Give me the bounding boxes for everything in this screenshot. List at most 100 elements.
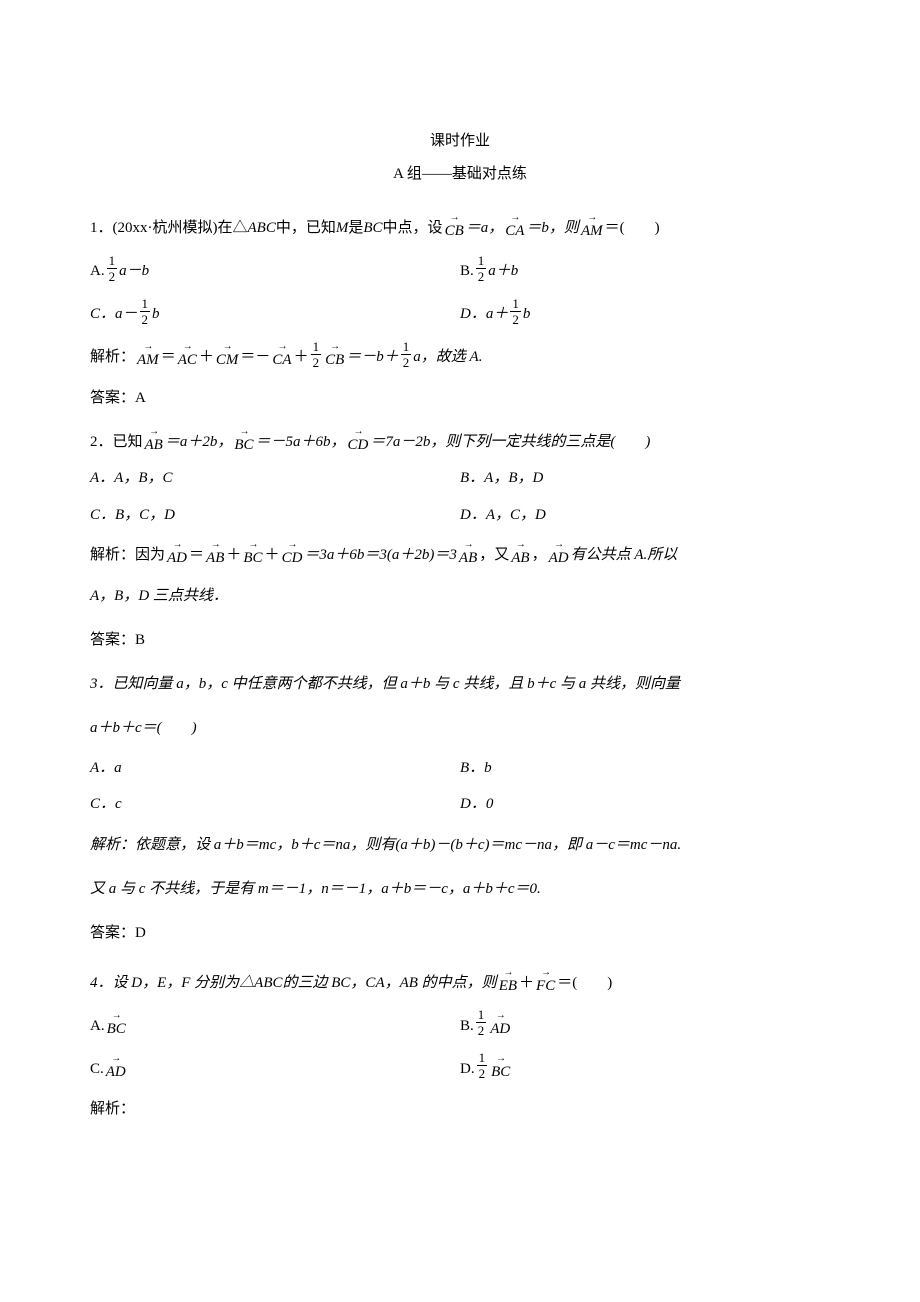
- q4-stem: 4．设 D，E，F 分别为△ ABC 的三边 BC，CA，AB 的中点，则 →E…: [90, 968, 830, 995]
- q2-sol-p2: ＋: [265, 544, 280, 567]
- q4-optA: A. →BC: [90, 1008, 460, 1037]
- sol-eq2: ＝－: [240, 346, 270, 369]
- q2-options-ab: A．A，B，C B．A，B，D: [90, 467, 830, 490]
- q1-bc: BC: [363, 217, 382, 240]
- q4-optB-frac: 12: [476, 1008, 487, 1037]
- q1-abc: ABC: [248, 217, 276, 240]
- vec-cd: →CD: [348, 427, 369, 454]
- optA-post: a－b: [119, 260, 149, 283]
- q2-solution: 解析：因为 →AD ＝ →AB ＋ →BC ＋ →CD ＝3a＋6b＝3(a＋2…: [90, 540, 830, 567]
- optA-pre: A.: [90, 260, 105, 283]
- q2-sol-ab: →AB: [206, 540, 224, 567]
- q4-optB-pre: B.: [460, 1015, 474, 1038]
- vec-ca: →CA: [505, 213, 524, 240]
- optC-pre: C．a－: [90, 303, 138, 326]
- vec-ab: →AB: [145, 427, 163, 454]
- sol-cm: →CM: [216, 342, 239, 369]
- q1-optA: A. 12 a－b: [90, 254, 460, 283]
- q4-optD-frac: 12: [477, 1051, 488, 1080]
- q4-optB-vec: →AD: [490, 1011, 510, 1038]
- q1-t3: 是: [348, 217, 363, 240]
- optB-post: a＋b: [488, 260, 518, 283]
- sol-f1: 12: [311, 340, 322, 369]
- q1-solution: 解析： →AM ＝ →AC ＋ →CM ＝－ →CA ＋ 12 →CB ＝－b＋…: [90, 340, 830, 369]
- sol-ac: →AC: [178, 342, 197, 369]
- q3-sol2: 又 a 与 c 不共线，于是有 m＝－1，n＝－1，a＋b＝－c，a＋b＋c＝0…: [90, 874, 830, 904]
- q1-eqa: ＝a，: [466, 217, 504, 240]
- q1-eqp: ＝( ): [605, 217, 660, 240]
- q2-sol-c2: ，: [532, 544, 547, 567]
- q1-optB: B. 12 a＋b: [460, 254, 830, 283]
- q2-sol-tail: 有公共点 A.所以: [571, 544, 678, 567]
- q2-sol-c1: ，又: [479, 544, 509, 567]
- sol-post: a，故选 A.: [413, 346, 482, 369]
- optB-pre: B.: [460, 260, 474, 283]
- q2-sol-ad2: →AD: [549, 540, 569, 567]
- sol-f2: 12: [401, 340, 412, 369]
- vec-cb: →CB: [445, 213, 464, 240]
- vec-am: →AM: [581, 213, 603, 240]
- optD-pre: D．a＋: [460, 303, 508, 326]
- q2-sol-ab2: →AB: [459, 540, 477, 567]
- q3-optC: C．c: [90, 793, 460, 816]
- q2-solpre: 解析：因为: [90, 544, 165, 567]
- q1-answer: 答案：A: [90, 383, 830, 413]
- q4-eqp: ＝( ): [557, 972, 612, 995]
- q4-options-ab: A. →BC B. 12 →AD: [90, 1008, 830, 1037]
- q3-optA: A．a: [90, 757, 460, 780]
- sol-pre: 解析：: [90, 346, 135, 369]
- page-title: 课时作业: [90, 130, 830, 153]
- q3-optD: D．0: [460, 793, 830, 816]
- q4-optC-pre: C.: [90, 1058, 104, 1081]
- optB-frac: 12: [476, 254, 487, 283]
- q4-optA-pre: A.: [90, 1015, 105, 1038]
- q4-optC: C. →AD: [90, 1051, 460, 1080]
- q2-stem: 2．已知 →AB ＝a＋2b， →BC ＝－5a＋6b， →CD ＝7a－2b，…: [90, 427, 830, 454]
- q4-optB: B. 12 →AD: [460, 1008, 830, 1037]
- q2-pre: 2．已知: [90, 431, 143, 454]
- q1-t4: 中点，设: [383, 217, 443, 240]
- q4-optD-vec: →BC: [491, 1054, 510, 1081]
- q4-plus: ＋: [519, 972, 534, 995]
- q2-cdv: ＝7a－2b，则下列一定共线的三点是( ): [370, 431, 650, 454]
- page-subtitle: A 组——基础对点练: [90, 163, 830, 186]
- sol-p: ＋: [199, 346, 214, 369]
- q4-optD-pre: D.: [460, 1058, 475, 1081]
- q2-sol-ab3: →AB: [511, 540, 529, 567]
- q2-optD: D．A，C，D: [460, 504, 830, 527]
- q2-options-cd: C．B，C，D D．A，C，D: [90, 504, 830, 527]
- q3-optB: B．b: [460, 757, 830, 780]
- vec-fc: →FC: [536, 968, 555, 995]
- q2-sol-bc: →BC: [243, 540, 262, 567]
- q2-sol-eq: ＝: [189, 544, 204, 567]
- optA-frac: 12: [107, 254, 118, 283]
- sol-eq1: ＝: [161, 346, 176, 369]
- q3-sol1: 解析：依题意，设 a＋b＝mc，b＋c＝na，则有(a＋b)－(b＋c)＝mc－…: [90, 830, 830, 860]
- q4-optD: D. 12 →BC: [460, 1051, 830, 1080]
- q1-stem: 1．(20xx·杭州模拟)在△ ABC 中，已知 M 是 BC 中点，设 →CB…: [90, 213, 830, 240]
- optC-frac: 12: [140, 297, 151, 326]
- q1-optD: D．a＋ 12 b: [460, 297, 830, 326]
- q4-optC-vec: →AD: [106, 1054, 126, 1081]
- q2-abv: ＝a＋2b，: [165, 431, 233, 454]
- q3-answer: 答案：D: [90, 918, 830, 948]
- q4-options-cd: C. →AD D. 12 →BC: [90, 1051, 830, 1080]
- q1-m: M: [336, 217, 349, 240]
- q3-options-ab: A．a B．b: [90, 757, 830, 780]
- q2-sol-mid: ＝3a＋6b＝3(a＋2b)＝3: [304, 544, 457, 567]
- q2-sol-p1: ＋: [226, 544, 241, 567]
- sol-ca: →CA: [272, 342, 291, 369]
- q1-eqb: ＝b，则: [526, 217, 579, 240]
- sol-eq3: ＝－b＋: [346, 346, 399, 369]
- q1-options-cd: C．a－ 12 b D．a＋ 12 b: [90, 297, 830, 326]
- q1-text: 1．(20xx·杭州模拟)在△: [90, 217, 248, 240]
- q2-sol-cd: →CD: [282, 540, 303, 567]
- q2-solution-line2: A，B，D 三点共线．: [90, 581, 830, 611]
- q3-options-cd: C．c D．0: [90, 793, 830, 816]
- vec-bc: →BC: [234, 427, 253, 454]
- q1-t2: 中，已知: [276, 217, 336, 240]
- q4-abc: ABC: [254, 972, 282, 995]
- sol-am: →AM: [137, 342, 159, 369]
- q2-answer: 答案：B: [90, 625, 830, 655]
- q4-pre: 4．设 D，E，F 分别为△: [90, 972, 254, 995]
